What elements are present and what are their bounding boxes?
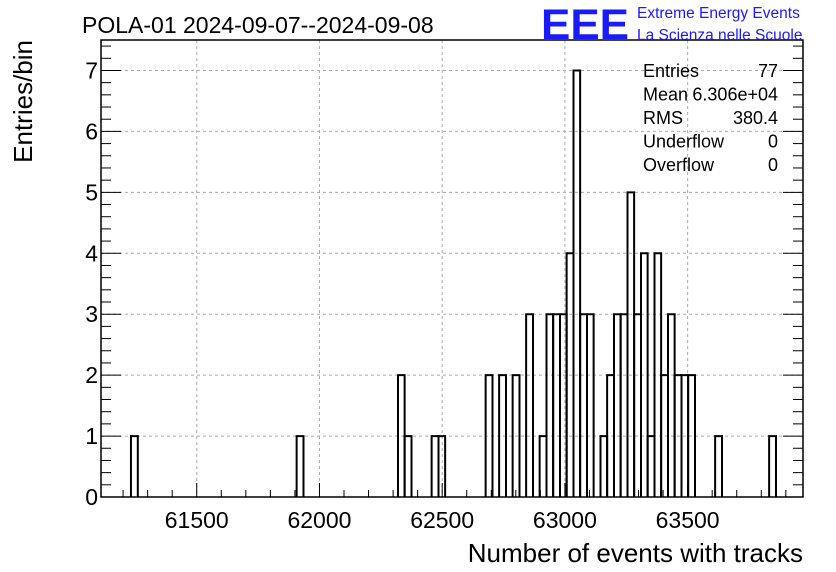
- x-tick-label: 63500: [656, 507, 720, 533]
- stats-value: 0: [768, 155, 778, 175]
- x-axis-label: Number of events with tracks: [468, 538, 803, 568]
- y-tick-label: 4: [85, 240, 98, 266]
- histogram-bars: [129, 69, 777, 497]
- stats-value: 77: [758, 61, 778, 81]
- axis-ticks: [101, 45, 803, 498]
- histogram-bar: [484, 374, 494, 497]
- y-tick-label: 6: [85, 118, 98, 144]
- histogram-bar: [511, 374, 521, 497]
- stats-label: Underflow: [643, 132, 725, 152]
- eee-logo: EEE Extreme Energy Events La Scienza nel…: [541, 1, 802, 49]
- y-tick-label: 3: [85, 301, 98, 327]
- x-tick-label: 62500: [410, 507, 474, 533]
- histogram-bar: [768, 435, 777, 497]
- chart-title: POLA-01 2024-09-07--2024-09-08: [82, 12, 434, 38]
- y-tick-label: 7: [85, 57, 98, 83]
- y-tick-label: 2: [85, 362, 98, 388]
- histogram-bar: [525, 313, 534, 497]
- plot-frame: [100, 39, 804, 498]
- histogram-bar: [129, 435, 139, 497]
- y-tick-label: 5: [85, 179, 98, 205]
- histogram-bar: [640, 252, 649, 497]
- grid: [101, 40, 803, 497]
- histogram-bar: [586, 313, 595, 497]
- stats-label: RMS: [643, 108, 683, 128]
- histogram-bar: [403, 435, 413, 497]
- x-tick-label: 63000: [533, 507, 597, 533]
- histogram-bar: [572, 69, 582, 497]
- x-tick-label: 61500: [165, 507, 229, 533]
- logo-letters: EEE: [541, 1, 629, 49]
- histogram-bar: [687, 374, 696, 497]
- y-tick-label: 0: [85, 484, 98, 510]
- logo-line-2: La Scienza nelle Scuole: [637, 27, 802, 44]
- y-axis-label: Entries/bin: [8, 40, 38, 163]
- stats-label: Overflow: [643, 155, 715, 175]
- y-tick-label: 1: [85, 423, 98, 449]
- tick-labels: 61500 62000 62500 63000 63500 0 1 2 3 4 5 6 7: [85, 57, 719, 533]
- histogram-bar: [714, 435, 723, 497]
- logo-line-1: Extreme Energy Events: [637, 5, 800, 22]
- stats-value: 6.306e+04: [692, 85, 778, 105]
- stats-label: Mean: [643, 85, 688, 105]
- stats-value: 0: [768, 132, 778, 152]
- histogram-bar: [295, 435, 305, 497]
- stats-box: Entries 77 Mean 6.306e+04 RMS 380.4 Underflow 0…: [643, 61, 778, 175]
- stats-value: 380.4: [733, 108, 778, 128]
- histogram-bar: [498, 374, 507, 497]
- histogram-bar: [437, 435, 447, 497]
- x-tick-label: 62000: [287, 507, 351, 533]
- stats-label: Entries: [643, 61, 699, 81]
